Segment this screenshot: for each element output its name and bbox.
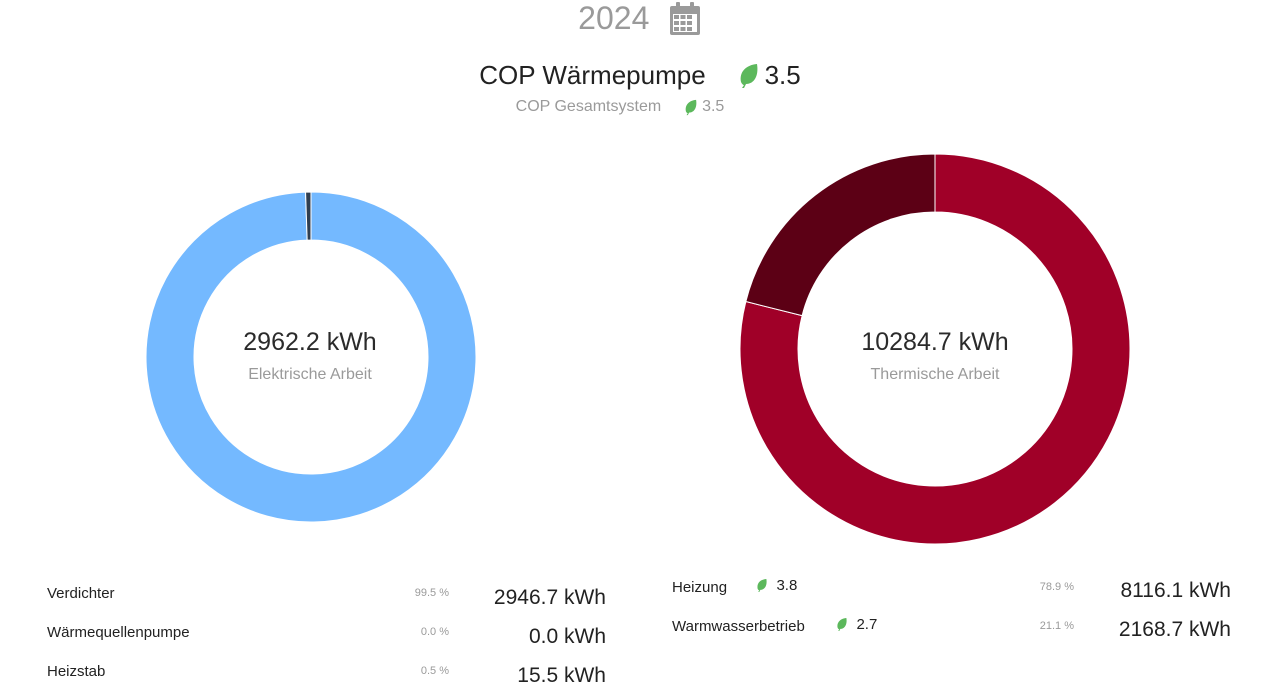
row-percent: 78.9 % [1039, 581, 1074, 593]
row-label: Warmwasserbetrieb [672, 618, 805, 635]
cop-system: COP Gesamtsystem 3.5 [0, 98, 1240, 120]
row-cop-value: 3.8 [776, 577, 798, 594]
row-value: 8116.1 kWh [1120, 579, 1231, 602]
table-row: Heizung 3.8 78.9 % 8116.1 kWh [672, 577, 1232, 607]
row-value: 15.5 kWh [517, 664, 606, 687]
year-label: 2024 [578, 0, 650, 36]
row-percent: 0.5 % [420, 665, 449, 677]
donut-slice-heizstab[interactable] [305, 191, 312, 241]
row-label: Heizstab [47, 663, 106, 680]
electric-subtitle: Elektrische Arbeit [248, 366, 372, 383]
table-row: Wärmequellenpumpe 0.0 % 0.0 kWh [47, 623, 607, 653]
table-row: Verdichter 99.5 % 2946.7 kWh [47, 584, 607, 614]
row-cop: 3.8 [756, 577, 797, 595]
row-cop: 2.7 [836, 616, 877, 634]
thermal-donut-chart [739, 153, 1131, 545]
row-label: Wärmequellenpumpe [47, 624, 190, 641]
electric-donut-chart [145, 191, 477, 523]
row-label: Verdichter [47, 585, 115, 602]
row-value: 2168.7 kWh [1118, 618, 1231, 641]
donut-slice-heizung[interactable] [739, 153, 1131, 545]
cop-heatpump-value: 3.5 [764, 60, 801, 90]
cop-system-label: COP Gesamtsystem [515, 98, 662, 115]
row-label: Heizung [672, 579, 728, 596]
donut-slice-warmwasserbetrieb[interactable] [745, 153, 936, 317]
cop-heatpump: COP Wärmepumpe 3.5 [0, 60, 1280, 96]
row-percent: 99.5 % [414, 587, 449, 599]
row-cop-value: 2.7 [856, 616, 878, 633]
cop-heatpump-label: COP Wärmepumpe [479, 60, 706, 90]
row-value: 0.0 kWh [528, 625, 606, 648]
leaf-icon [756, 578, 768, 593]
cop-system-value: 3.5 [702, 98, 725, 115]
row-percent: 21.1 % [1039, 620, 1074, 632]
table-row: Heizstab 0.5 % 15.5 kWh [47, 662, 607, 692]
row-value: 2946.7 kWh [493, 586, 606, 609]
table-row: Warmwasserbetrieb 2.7 21.1 % 2168.7 kWh [672, 616, 1232, 646]
electric-total: 2962.2 kWh [243, 328, 377, 356]
donut-slice-verdichter[interactable] [145, 191, 477, 523]
leaf-icon [836, 617, 848, 632]
leaf-icon [684, 99, 698, 116]
thermal-subtitle: Thermische Arbeit [870, 366, 1000, 383]
year-selector: 2024 [0, 0, 1280, 40]
thermal-total: 10284.7 kWh [861, 328, 1009, 356]
leaf-icon [738, 63, 760, 89]
row-percent: 0.0 % [420, 626, 449, 638]
calendar-icon[interactable] [668, 1, 702, 37]
